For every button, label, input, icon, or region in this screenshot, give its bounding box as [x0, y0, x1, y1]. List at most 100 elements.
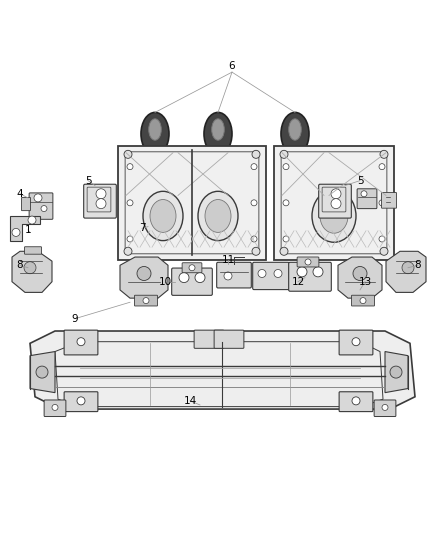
Text: 12: 12 [291, 277, 304, 287]
Circle shape [96, 199, 106, 208]
Polygon shape [30, 331, 415, 409]
Ellipse shape [281, 112, 309, 155]
Circle shape [313, 267, 323, 277]
Circle shape [143, 297, 149, 304]
Circle shape [24, 262, 36, 274]
Circle shape [251, 200, 257, 206]
Circle shape [360, 297, 366, 304]
Circle shape [331, 189, 341, 199]
Circle shape [124, 247, 132, 255]
Circle shape [179, 272, 189, 282]
Circle shape [380, 150, 388, 158]
Ellipse shape [148, 119, 161, 140]
Ellipse shape [212, 119, 224, 140]
Text: 11: 11 [221, 255, 235, 264]
Circle shape [380, 247, 388, 255]
Ellipse shape [289, 119, 301, 140]
FancyBboxPatch shape [25, 247, 42, 254]
FancyBboxPatch shape [214, 330, 244, 349]
Text: 7: 7 [139, 223, 145, 233]
FancyBboxPatch shape [381, 192, 396, 208]
Circle shape [331, 199, 341, 208]
Circle shape [189, 265, 195, 271]
Circle shape [305, 259, 311, 265]
Polygon shape [120, 257, 168, 298]
Ellipse shape [204, 112, 232, 155]
Circle shape [36, 366, 48, 378]
FancyBboxPatch shape [134, 295, 157, 306]
Circle shape [379, 236, 385, 242]
Circle shape [280, 247, 288, 255]
Circle shape [379, 164, 385, 169]
Text: 6: 6 [229, 61, 235, 70]
Circle shape [251, 236, 257, 242]
FancyBboxPatch shape [182, 263, 202, 273]
Polygon shape [12, 251, 52, 293]
Polygon shape [118, 146, 266, 260]
Circle shape [379, 200, 385, 206]
Circle shape [353, 266, 367, 280]
Circle shape [127, 200, 133, 206]
Circle shape [52, 405, 58, 410]
Circle shape [283, 236, 289, 242]
Text: 13: 13 [358, 277, 371, 287]
Text: 5: 5 [357, 176, 363, 185]
Polygon shape [386, 251, 426, 293]
Ellipse shape [198, 191, 238, 240]
Circle shape [280, 150, 288, 158]
Text: 4: 4 [17, 189, 23, 199]
Circle shape [124, 150, 132, 158]
Text: 1: 1 [25, 225, 31, 235]
Polygon shape [338, 257, 382, 298]
Polygon shape [385, 352, 408, 393]
FancyBboxPatch shape [339, 392, 373, 411]
FancyBboxPatch shape [374, 400, 396, 416]
FancyBboxPatch shape [357, 189, 377, 208]
Circle shape [274, 270, 282, 278]
Text: 5: 5 [85, 176, 91, 185]
Circle shape [34, 194, 42, 202]
Ellipse shape [150, 199, 176, 232]
Circle shape [28, 216, 36, 224]
FancyBboxPatch shape [84, 184, 117, 218]
FancyBboxPatch shape [217, 262, 251, 288]
FancyBboxPatch shape [352, 295, 374, 306]
FancyBboxPatch shape [64, 330, 98, 355]
Ellipse shape [143, 191, 183, 240]
Circle shape [361, 191, 367, 197]
Circle shape [352, 338, 360, 346]
Circle shape [77, 338, 85, 346]
Circle shape [258, 270, 266, 278]
FancyBboxPatch shape [319, 184, 351, 218]
Circle shape [12, 229, 20, 237]
Text: 8: 8 [17, 260, 23, 270]
Circle shape [137, 266, 151, 280]
Circle shape [252, 150, 260, 158]
FancyBboxPatch shape [339, 330, 373, 355]
Circle shape [283, 164, 289, 169]
FancyBboxPatch shape [289, 262, 331, 291]
FancyBboxPatch shape [194, 330, 224, 349]
Circle shape [297, 267, 307, 277]
Circle shape [283, 200, 289, 206]
Ellipse shape [320, 199, 348, 233]
Circle shape [251, 164, 257, 169]
FancyBboxPatch shape [297, 257, 319, 267]
Ellipse shape [312, 190, 356, 243]
Circle shape [252, 247, 260, 255]
Text: 8: 8 [415, 260, 421, 270]
FancyBboxPatch shape [172, 268, 212, 295]
Circle shape [224, 272, 232, 280]
Polygon shape [10, 216, 40, 240]
Circle shape [352, 397, 360, 405]
Circle shape [402, 262, 414, 274]
Ellipse shape [205, 199, 231, 232]
Ellipse shape [141, 112, 169, 155]
Circle shape [382, 405, 388, 410]
FancyBboxPatch shape [44, 400, 66, 416]
Text: 9: 9 [72, 314, 78, 324]
Polygon shape [274, 146, 394, 260]
Circle shape [77, 397, 85, 405]
FancyBboxPatch shape [21, 197, 30, 211]
Circle shape [390, 366, 402, 378]
